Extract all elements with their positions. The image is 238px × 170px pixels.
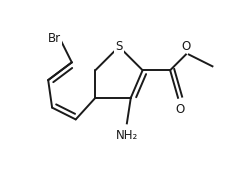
Text: NH₂: NH₂ — [116, 129, 138, 142]
Text: S: S — [115, 40, 123, 53]
Text: O: O — [175, 103, 185, 116]
Text: O: O — [181, 40, 190, 53]
Text: Br: Br — [48, 32, 61, 45]
